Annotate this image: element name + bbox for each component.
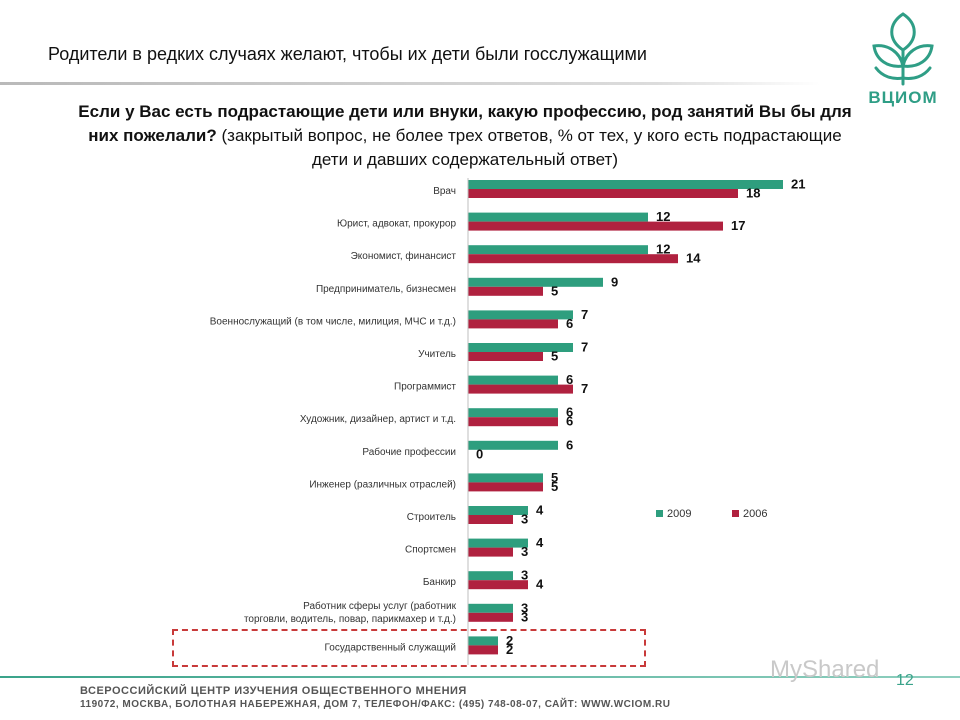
data-label-2006: 3: [521, 512, 528, 527]
category-label: Художник, дизайнер, артист и т.д.: [300, 414, 456, 425]
bar-2009: [468, 538, 528, 548]
category-label: Государственный служащий: [325, 642, 456, 653]
data-label-2009: 12: [656, 209, 670, 224]
footer-address: 119072, МОСКВА, БОЛОТНАЯ НАБЕРЕЖНАЯ, ДОМ…: [80, 699, 671, 710]
data-label-2006: 4: [536, 577, 544, 592]
bar-2006: [468, 612, 513, 622]
bar-2009: [468, 473, 543, 483]
watermark: MyShared: [770, 656, 880, 683]
bar-2006: [468, 645, 498, 655]
category-label: Военнослужащий (в том числе, милиция, МЧ…: [210, 316, 456, 327]
category-label: Программист: [394, 382, 456, 393]
category-label: Инженер (различных отраслей): [309, 479, 456, 490]
data-label-2009: 21: [791, 177, 805, 192]
category-label: Строитель: [407, 512, 456, 523]
data-label-2009: 6: [566, 372, 573, 387]
bar-2006: [468, 417, 558, 427]
data-label-2009: 2: [506, 633, 513, 648]
bar-2009: [468, 180, 783, 189]
data-label-2006: 3: [521, 544, 528, 559]
wciom-logo-icon: [872, 12, 934, 86]
bar-2006: [468, 515, 513, 524]
bar-2006: [468, 319, 558, 329]
bars: [468, 180, 783, 655]
data-label-2006: 6: [566, 414, 573, 429]
data-label-2009: 4: [536, 503, 544, 518]
data-label-2009: 6: [566, 437, 573, 452]
bar-2006: [468, 547, 513, 557]
data-label-2009: 5: [551, 470, 558, 485]
page-number: 12: [896, 672, 914, 689]
legend-label-2006: 2006: [743, 508, 767, 520]
category-labels: Врач Юрист, адвокат, прокурор Экономист, ф…: [210, 186, 457, 653]
legend-label-2009: 2009: [667, 508, 691, 520]
bar-2009: [468, 636, 498, 646]
bar-2009: [468, 277, 603, 287]
data-label-2009: 6: [566, 405, 573, 420]
data-label-2006: 18: [746, 186, 760, 201]
data-label-2006: 0: [476, 446, 483, 461]
question-bold: Если у Вас есть подрастающие дети или вн…: [78, 102, 852, 145]
data-label-2006: 17: [731, 218, 745, 233]
legend-swatch-2009: [656, 510, 663, 517]
category-label: Рабочие профессии: [362, 446, 456, 458]
bar-2009: [468, 603, 513, 613]
bar-2006: [468, 189, 738, 198]
footer-org-name: ВСЕРОССИЙСКИЙ ЦЕНТР ИЗУЧЕНИЯ ОБЩЕСТВЕННО…: [80, 685, 467, 697]
data-label-2006: 14: [686, 251, 701, 266]
bar-2009: [468, 343, 573, 352]
bar-2006: [468, 580, 528, 590]
data-label-2006: 7: [581, 381, 588, 396]
bar-2009: [468, 310, 573, 320]
bar-2006: [468, 286, 543, 296]
data-label-2009: 3: [521, 568, 528, 583]
bar-2006: [468, 384, 573, 394]
footer-divider: [0, 676, 960, 678]
category-label: Работник сферы услуг (работник: [303, 600, 456, 612]
data-label-2006: 5: [551, 349, 558, 364]
page-title: Родители в редких случаях желают, чтобы …: [48, 44, 647, 64]
data-label-2006: 5: [551, 479, 558, 494]
data-label-2009: 4: [536, 535, 544, 550]
data-label-2006: 6: [566, 316, 573, 331]
data-label-2006: 2: [506, 642, 513, 657]
bar-2009: [468, 375, 558, 385]
data-label-2006: 3: [521, 609, 528, 624]
category-label: торговли, водитель, повар, парикмахер и …: [244, 614, 456, 625]
bar-2009: [468, 212, 648, 222]
bar-2006: [468, 352, 543, 361]
bar-2009: [468, 245, 648, 255]
category-label: Банкир: [423, 577, 457, 588]
bar-2009: [468, 408, 558, 418]
data-label-2006: 5: [551, 283, 558, 298]
legend-swatch-2006: [732, 510, 739, 517]
bar-2006: [468, 221, 723, 231]
highlight-box: [172, 629, 646, 667]
category-label: Учитель: [418, 349, 456, 360]
question-text: Если у Вас есть подрастающие дети или вн…: [70, 100, 860, 172]
category-label: Экономист, финансист: [351, 250, 457, 262]
bar-2009: [468, 506, 528, 515]
data-label-2009: 7: [581, 340, 588, 355]
title-divider: [0, 82, 820, 85]
logo-text: ВЦИОМ: [868, 88, 938, 107]
data-label-2009: 3: [521, 600, 528, 615]
category-label: Врач: [433, 186, 456, 197]
bar-2006: [468, 482, 543, 492]
data-label-2009: 12: [656, 242, 670, 257]
data-label-2009: 7: [581, 307, 588, 322]
bar-2009: [468, 440, 558, 450]
bar-2009: [468, 571, 513, 581]
legend: 2009 2006: [656, 508, 767, 520]
question-note: (закрытый вопрос, не более трех ответов,…: [216, 126, 842, 169]
bar-2006: [468, 254, 678, 264]
category-label: Юрист, адвокат, прокурор: [337, 219, 456, 230]
category-label: Спортсмен: [405, 545, 456, 556]
category-label: Предприниматель, бизнесмен: [316, 283, 456, 295]
data-label-2009: 9: [611, 274, 618, 289]
